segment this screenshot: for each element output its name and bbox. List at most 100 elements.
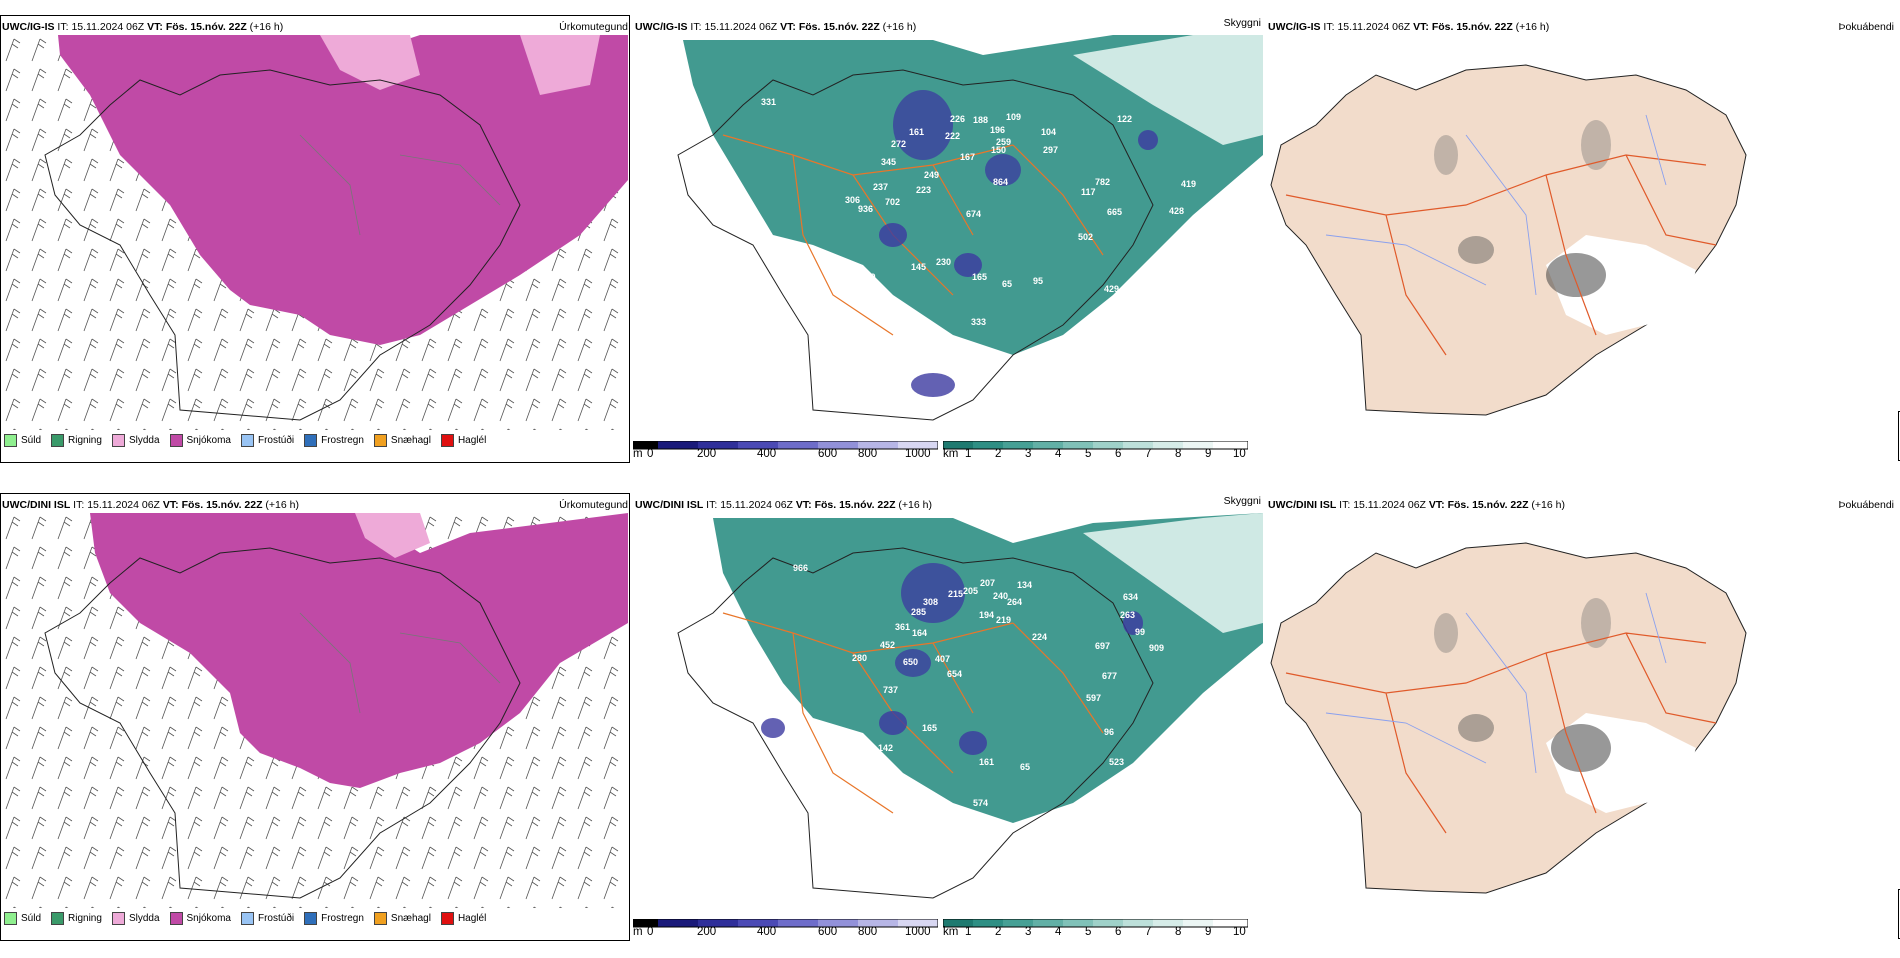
ceiling-label: 345 (881, 157, 896, 167)
ceiling-label: 165 (922, 723, 937, 733)
snow-area (58, 35, 628, 345)
panel-title: Skyggni (1223, 495, 1261, 507)
ceiling-colorbar: m 0 200 400 600 800 1000 (632, 916, 939, 938)
legend-item: Frostregn (304, 434, 364, 447)
fog-area (1458, 714, 1494, 742)
ceiling-label: 407 (935, 654, 950, 664)
ceiling-label: 523 (1109, 757, 1124, 767)
visibility-colorbar: km 1 2 3 4 5 6 7 8 9 10 (942, 916, 1249, 938)
legend-item: Snæhagl (373, 912, 431, 925)
panel-title: Úrkomutegund (559, 21, 628, 33)
precip-type-map (1, 513, 629, 908)
ceiling-label: 936 (858, 204, 873, 214)
iceland-outline (677, 547, 1154, 899)
visibility-gradient (1073, 35, 1263, 145)
ceiling-label: 419 (1181, 179, 1196, 189)
ceiling-label: 650 (903, 657, 918, 667)
legend-item: Snjókoma (169, 434, 231, 447)
ceiling-label: 782 (1095, 177, 1110, 187)
ceiling-label: 188 (973, 115, 988, 125)
sleet-area (520, 35, 600, 95)
ceiling-label: 215 (948, 589, 963, 599)
panel-header: UWC/DINI ISL IT: 15.11.2024 06Z VT: Fös.… (1268, 499, 1565, 511)
ceiling-label: 219 (996, 615, 1011, 625)
fog-map (1270, 542, 1747, 894)
ceiling-label: 134 (1017, 580, 1032, 590)
legend-item: Snæhagl (373, 434, 431, 447)
rivers (1325, 592, 1667, 774)
ceiling-label: 502 (1078, 232, 1093, 242)
legend-item: Slydda (111, 912, 160, 925)
fog-area (1581, 598, 1611, 648)
ceiling-label: 288 (859, 757, 874, 767)
ceiling-label: 966 (793, 563, 808, 573)
iceland-land (1270, 542, 1747, 894)
ceiling-label: 117 (1081, 187, 1096, 197)
visibility-colorbar-strip (942, 440, 1249, 450)
ceiling-label: 122 (1117, 114, 1132, 124)
roads (299, 612, 501, 714)
ceiling-colorbar-strip (632, 918, 939, 928)
ceiling-label: 222 (945, 131, 960, 141)
rivers (1325, 114, 1667, 296)
ceiling-label: 167 (960, 152, 975, 162)
ceiling-label: 196 (990, 125, 1005, 135)
ceiling-label: 737 (883, 685, 898, 695)
ceiling-label: 230 (936, 257, 951, 267)
legend-item: Frostúði (240, 434, 294, 447)
legend-item: Slydda (111, 434, 160, 447)
ceiling-label: 361 (895, 622, 910, 632)
ceiling-label: 249 (924, 170, 939, 180)
panel-header: UWC/DINI ISL IT: 15.11.2024 06Z VT: Fös.… (2, 499, 299, 511)
panel-header: UWC/DINI ISL IT: 15.11.2024 06Z VT: Fös.… (635, 499, 932, 511)
ceiling-label: 331 (761, 97, 776, 107)
low-visibility-area (713, 513, 1263, 823)
legend-item: Snjókoma (169, 912, 231, 925)
ceiling-label: 145 (911, 262, 926, 272)
snow-area (90, 513, 628, 788)
ceiling-label: 429 (1104, 284, 1119, 294)
fog-map (1270, 64, 1747, 416)
visibility-colorbar-strip (942, 918, 1249, 928)
panel-title: Þokuábendi (1838, 21, 1894, 33)
legend-item: Haglél (440, 912, 486, 925)
ceiling-label: 96 (1104, 727, 1114, 737)
ceiling-label: 665 (1107, 207, 1122, 217)
ceiling-label: 223 (916, 185, 931, 195)
ceiling-label: 226 (950, 114, 965, 124)
ceiling-label: 65 (1002, 279, 1012, 289)
ceiling-label: 165 (972, 272, 987, 282)
cloud-visibility-panel-top: UWC/IG-IS IT: 15.11.2024 06Z VT: Fös. 15… (632, 15, 1263, 480)
fog-area (1434, 135, 1458, 175)
precip-type-map (1, 35, 629, 430)
ceiling-label: 194 (979, 610, 994, 620)
ceiling-label: 224 (1032, 632, 1047, 642)
ceiling-label: 264 (1007, 597, 1022, 607)
low-visibility-area (683, 35, 1263, 355)
ceiling-label: 237 (873, 182, 888, 192)
fog-area (1546, 253, 1606, 297)
legend-item: Rigning (51, 434, 102, 447)
sleet-area (320, 35, 420, 90)
precip-legend: Súld Rigning Slydda Snjókoma Frostúði Fr… (4, 912, 486, 925)
ceiling-label: 104 (1041, 127, 1056, 137)
iceland-outline (44, 547, 521, 899)
iceland-land (1270, 64, 1747, 416)
ceiling-label: 142 (878, 743, 893, 753)
precip-type-panel-bottom: UWC/DINI ISL IT: 15.11.2024 06Z VT: Fös.… (0, 493, 630, 958)
ceiling-label: 161 (909, 127, 924, 137)
panel-frame (0, 15, 630, 463)
ceiling-colorbar-strip (632, 440, 939, 450)
ceiling-label: 263 (1120, 610, 1135, 620)
ceiling-colorbar: m 0 200 400 600 800 1000 (632, 438, 939, 460)
panel-frame (0, 493, 630, 941)
ceiling-label: 88 (928, 402, 938, 412)
panel-header: UWC/IG-IS IT: 15.11.2024 06Z VT: Fös. 15… (2, 21, 284, 33)
panel-header: UWC/IG-IS IT: 15.11.2024 06Z VT: Fös. 15… (1268, 21, 1550, 33)
fog-panel-top: UWC/IG-IS IT: 15.11.2024 06Z VT: Fös. 15… (1266, 15, 1900, 480)
roads (1285, 632, 1717, 834)
ceiling-label: 259 (996, 137, 1011, 147)
fog-area (1551, 724, 1611, 772)
visibility-gradient (1083, 513, 1263, 633)
